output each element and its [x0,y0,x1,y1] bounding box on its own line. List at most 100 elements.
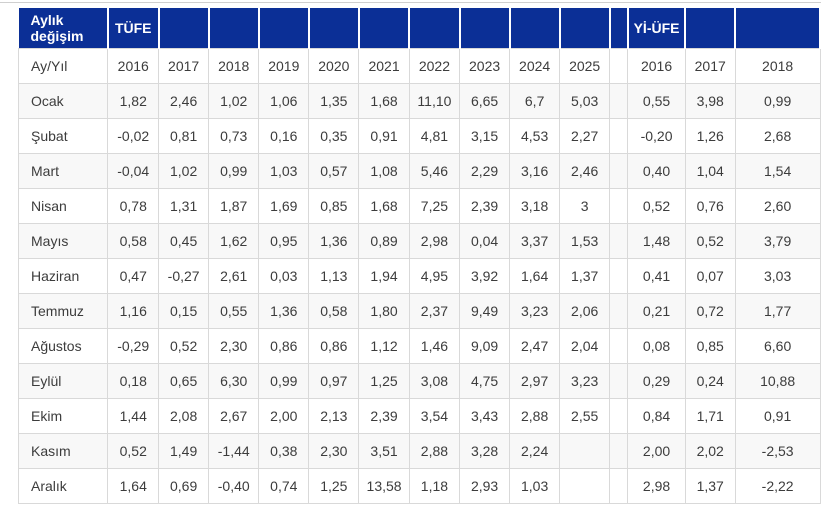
tufe-value-cell: 1,02 [158,152,210,189]
tufe-value-cell: -0,27 [158,257,210,294]
yiufe-value-cell: 0,52 [627,187,686,224]
tufe-value-cell: 2,61 [208,257,260,294]
month-cell: Ocak [17,82,109,119]
tufe-value-cell: 1,80 [358,292,410,329]
yiufe-value-cell: 1,26 [684,117,736,154]
tufe-value-cell: 1,37 [559,257,611,294]
tufe-value-cell: -0,40 [208,467,260,504]
tufe-value-cell: 1,25 [358,362,410,399]
axis-label: Ay/Yıl [17,47,109,84]
tufe-value-cell [559,432,611,469]
yiufe-value-cell: 1,54 [734,152,821,189]
separator-cell [609,467,629,504]
tufe-value-cell: 3,54 [408,397,461,434]
tufe-value-cell: 9,09 [459,327,511,364]
tufe-value-cell: 3,16 [509,152,561,189]
tufe-year-header: 2017 [158,47,210,84]
group-label-tufe: TÜFE [107,8,160,48]
yiufe-value-cell: 0,21 [627,292,686,329]
yiufe-value-cell: 0,08 [627,327,686,364]
group-spacer [735,8,821,48]
tufe-value-cell: 1,08 [358,152,410,189]
month-cell: Nisan [17,187,109,224]
month-cell: Aralık [17,467,109,504]
table-row: Ağustos -0,29 0,52 2,30 0,86 0,86 1,12 1,46 9,09… [17,327,821,364]
tufe-value-cell: 2,88 [509,397,561,434]
yiufe-value-cell: 1,37 [684,467,736,504]
tufe-value-cell: 1,53 [559,222,611,259]
separator-cell [609,222,629,259]
yiufe-value-cell: 0,72 [684,292,736,329]
tufe-value-cell: 0,73 [208,117,260,154]
tufe-value-cell: 2,30 [308,432,360,469]
tufe-value-cell: 3,18 [509,187,561,224]
top-divider [0,2,821,3]
yiufe-value-cell: 2,60 [734,187,821,224]
tufe-value-cell: 2,67 [208,397,260,434]
table-row: Mayıs 0,58 0,45 1,62 0,95 1,36 0,89 2,98 0,04 3,3… [17,222,821,259]
tufe-value-cell: 2,98 [408,222,461,259]
yiufe-value-cell: -0,20 [627,117,686,154]
tufe-value-cell: 2,93 [459,467,511,504]
tufe-value-cell: 1,12 [358,327,410,364]
separator-cell [609,432,629,469]
separator-cell [609,397,629,434]
tufe-value-cell [559,467,611,504]
table-row: Haziran 0,47 -0,27 2,61 0,03 1,13 1,94 4,95 3,92… [17,257,821,294]
tufe-value-cell: 0,47 [107,257,160,294]
tufe-value-cell: 3,92 [459,257,511,294]
tufe-value-cell: 0,16 [258,117,310,154]
group-header-row: Aylık değişim TÜFE Yİ-ÜFE [18,8,821,48]
tufe-value-cell: 2,08 [158,397,210,434]
yiufe-value-cell: 0,41 [627,257,686,294]
tufe-value-cell: -1,44 [208,432,260,469]
tufe-value-cell: 3,51 [358,432,410,469]
tufe-year-header: 2020 [308,47,360,84]
tufe-value-cell: 2,30 [208,327,260,364]
separator-cell [609,257,629,294]
table-container: Aylık değişim TÜFE Yİ-ÜFE Ay/Yıl 2016 2017 20… [17,8,821,504]
separator-cell [609,152,629,189]
month-cell: Temmuz [17,292,109,329]
tufe-value-cell: 1,69 [258,187,310,224]
tufe-value-cell: 2,00 [258,397,310,434]
tufe-value-cell: 1,06 [258,82,310,119]
table-row: Şubat -0,02 0,81 0,73 0,16 0,35 0,91 4,81 3,15 4,… [17,117,821,154]
tufe-value-cell: 0,99 [258,362,310,399]
tufe-value-cell: 1,68 [358,187,410,224]
tufe-value-cell: 1,13 [308,257,360,294]
tufe-value-cell: 0,65 [158,362,210,399]
tufe-value-cell: 0,86 [258,327,310,364]
table-row: Kasım 0,52 1,49 -1,44 0,38 2,30 3,51 2,88 3,28 2,… [17,432,821,469]
tufe-value-cell: 1,18 [408,467,461,504]
yiufe-year-header: 2016 [627,47,686,84]
month-cell: Mayıs [17,222,109,259]
tufe-value-cell: 6,65 [459,82,511,119]
tufe-year-header: 2018 [208,47,260,84]
tufe-value-cell: 0,74 [258,467,310,504]
tufe-value-cell: 4,95 [408,257,461,294]
tufe-year-header: 2024 [509,47,561,84]
tufe-value-cell: 1,46 [408,327,461,364]
tufe-value-cell: 0,91 [358,117,410,154]
table-title: Aylık değişim [18,8,109,48]
tufe-value-cell: -0,02 [107,117,160,154]
tufe-value-cell: 1,68 [358,82,410,119]
tufe-value-cell: 2,97 [509,362,561,399]
tufe-value-cell: 4,75 [459,362,511,399]
tufe-value-cell: 1,87 [208,187,260,224]
tufe-year-header: 2022 [408,47,461,84]
tufe-value-cell: 2,39 [459,187,511,224]
tufe-value-cell: 2,39 [358,397,410,434]
tufe-value-cell: 2,24 [509,432,561,469]
yiufe-value-cell: 1,48 [627,222,686,259]
separator-cell [609,292,629,329]
tufe-value-cell: 5,03 [559,82,611,119]
yiufe-value-cell: -2,53 [734,432,821,469]
tufe-value-cell: 4,81 [408,117,461,154]
tufe-value-cell: 1,94 [358,257,410,294]
yiufe-value-cell: 1,77 [734,292,821,329]
tufe-value-cell: 2,46 [559,152,611,189]
tufe-value-cell: 9,49 [459,292,511,329]
